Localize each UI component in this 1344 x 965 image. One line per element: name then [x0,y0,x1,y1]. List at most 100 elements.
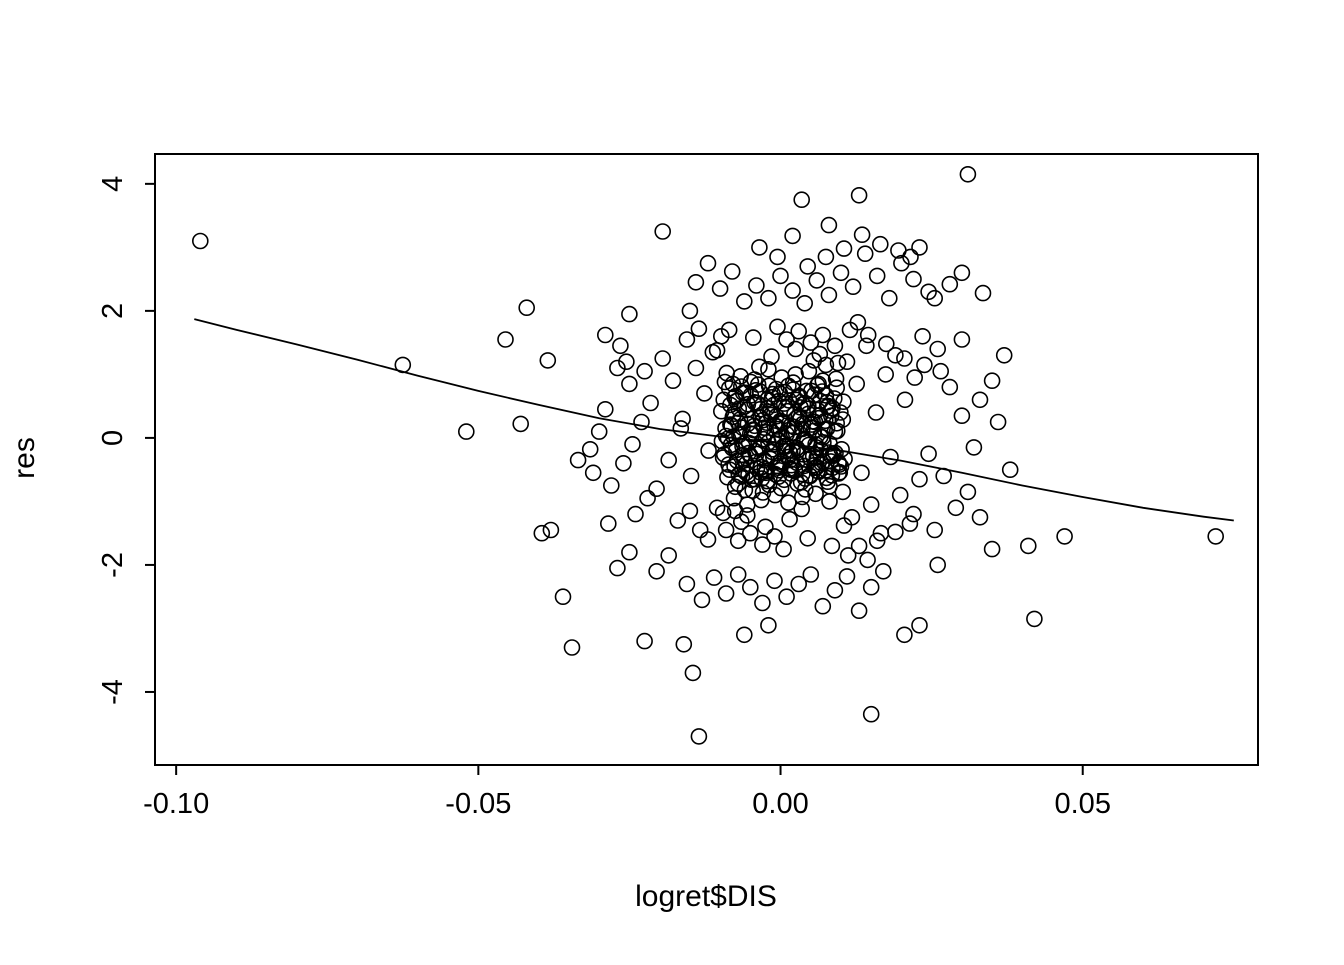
data-point [793,191,811,208]
data-point [767,380,785,398]
data-point [838,568,856,585]
data-point [669,512,687,529]
data-point [705,569,723,586]
data-point [624,435,641,453]
data-point [817,387,835,404]
data-point [738,507,756,524]
data-point [615,454,632,472]
data-point [877,335,895,353]
y-tick-label: -2 [97,552,129,578]
x-axis-title: logret$DIS [635,880,777,913]
data-point [920,445,937,463]
data-point [807,485,824,503]
data-point [782,417,800,435]
data-point [770,420,788,438]
data-point [832,264,850,282]
data-point [803,382,820,400]
data-point [983,540,1001,558]
data-point [971,391,989,409]
data-point [612,337,629,355]
data-point [862,705,880,723]
data-point [627,505,644,523]
data-point [796,294,814,312]
data-point [926,289,944,307]
data-point [814,597,832,615]
data-point [891,486,909,504]
data-point [784,282,801,299]
data-point [584,464,602,482]
data-point [700,442,717,459]
data-point [788,439,806,457]
data-point [715,446,733,463]
data-point [621,375,638,393]
data-point [775,540,792,558]
data-point [758,462,775,480]
data-point [853,464,870,482]
y-tick-label: -4 [97,679,129,705]
data-point [850,537,868,555]
data-point [755,451,773,469]
data-point [720,321,738,339]
data-point [681,302,699,320]
x-tick-label: 0.05 [1055,788,1111,820]
data-point [818,398,836,416]
data-point [596,400,614,418]
data-point [850,602,868,620]
data-point [772,267,789,285]
data-point [983,372,1001,390]
data-point [1207,528,1224,545]
data-point [814,326,832,344]
data-point [829,354,847,372]
data-point [799,258,817,275]
data-point [754,536,771,553]
data-point [953,264,971,282]
data-point [793,500,811,518]
data-point [748,277,765,294]
data-point [779,421,797,439]
data-point [793,488,811,506]
data-point [735,626,753,644]
data-point [778,331,795,348]
data-point [794,395,812,413]
data-point [542,521,560,539]
data-point [1056,528,1073,545]
data-point [911,470,928,488]
data-point [959,166,977,183]
data-point [821,477,838,495]
data-point [850,187,868,204]
data-point [929,556,947,574]
data-point [678,575,696,593]
data-point [681,502,699,520]
data-point [618,353,635,371]
data-point [678,331,696,348]
x-tick-label: -0.05 [445,788,511,820]
data-point [906,369,924,386]
data-point [787,366,804,383]
data-point [648,562,665,580]
data-point [830,456,848,473]
data-point [839,547,857,564]
x-axis-tick-labels: -0.10 -0.05 0.00 0.05 [143,788,1111,820]
data-point [569,451,587,469]
data-point [965,439,983,456]
data-point [781,510,798,528]
data-point [800,362,818,380]
x-tick-label: 0.00 [752,788,808,820]
data-point [717,521,735,539]
data-point [802,334,820,351]
data-point [654,223,672,240]
data-point [751,463,769,481]
data-point [905,270,922,288]
data-point [896,626,913,644]
data-point [859,326,877,344]
data-point [823,537,841,555]
data-point [896,391,914,409]
data-point [782,461,800,479]
data-point [736,481,754,499]
data-point [802,566,820,583]
data-point [790,575,808,593]
data-point [911,239,928,256]
data-point [741,578,759,596]
